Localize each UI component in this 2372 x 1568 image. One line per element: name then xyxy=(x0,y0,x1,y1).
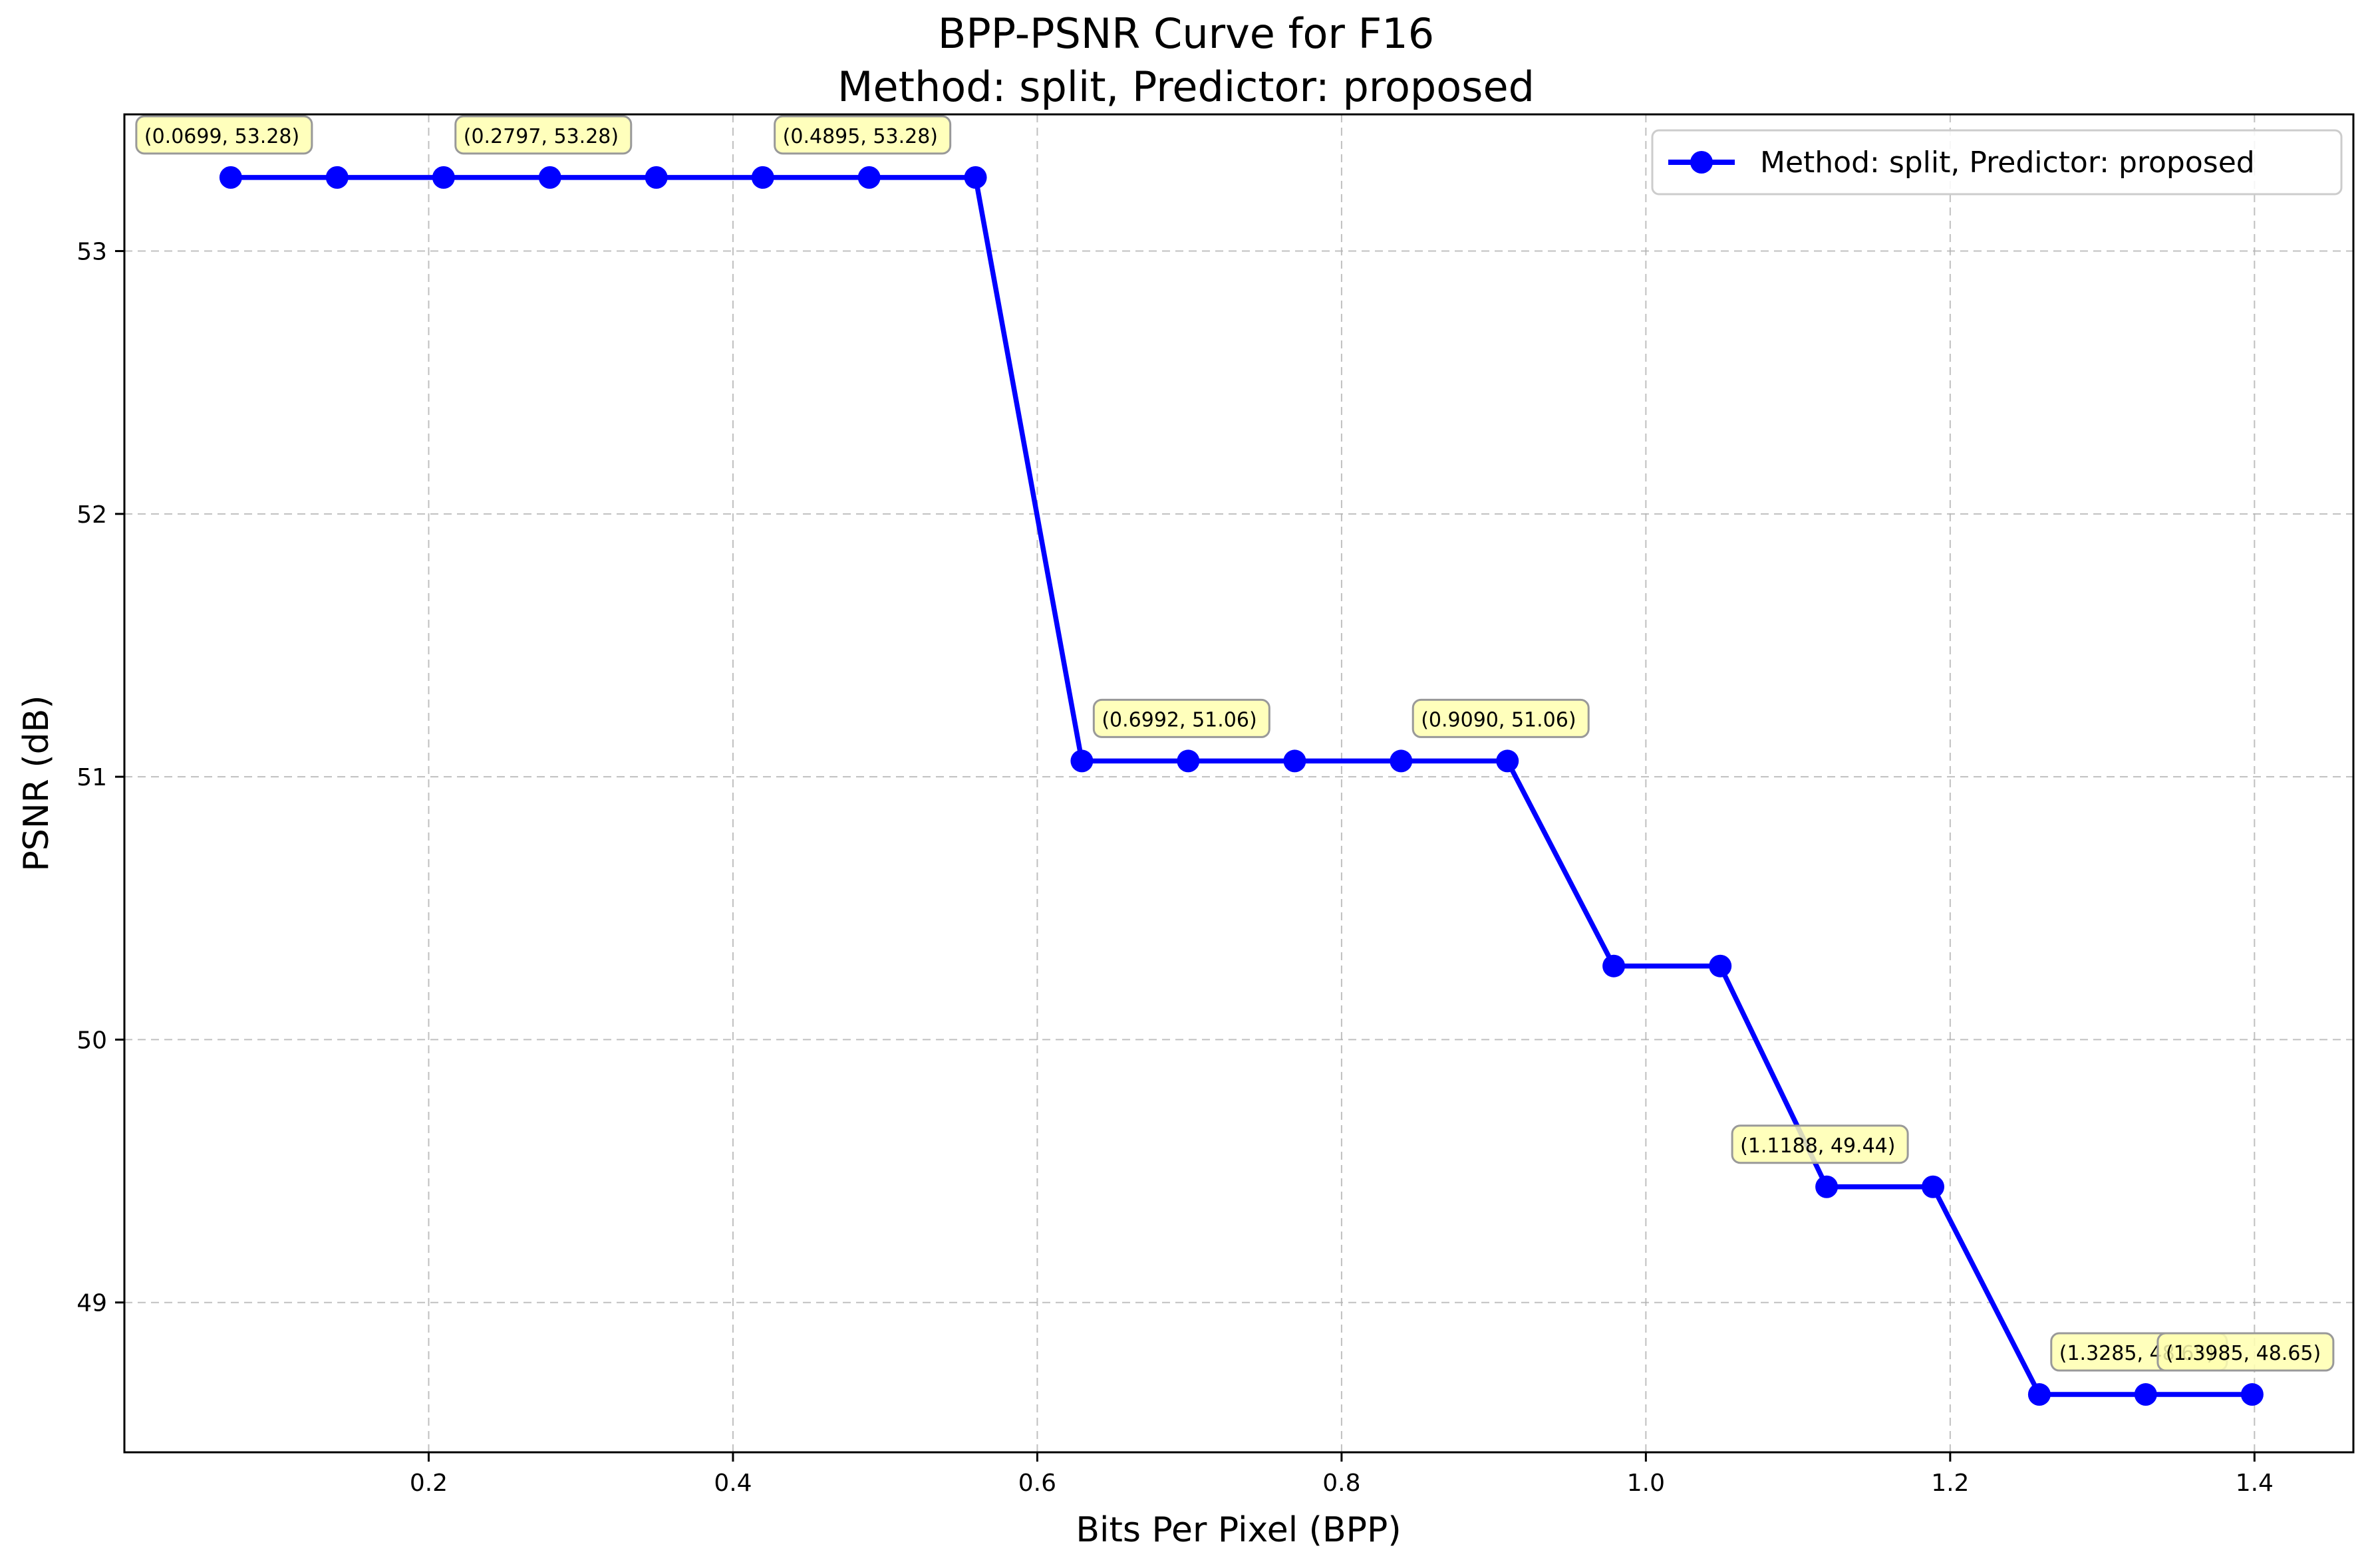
plot-area-frame xyxy=(123,113,2355,1454)
x-tick-label: 1.4 xyxy=(2236,1470,2274,1497)
data-point-marker xyxy=(1496,749,1519,773)
data-point-marker xyxy=(1602,954,1626,978)
data-point-marker xyxy=(1709,954,1732,978)
chart-subtitle: Method: split, Predictor: proposed xyxy=(837,63,1535,111)
data-point-marker xyxy=(645,166,668,189)
annotation-box xyxy=(2156,1332,2335,1372)
data-point-marker xyxy=(751,166,774,189)
annotation-box xyxy=(1092,698,1270,738)
annotation-label: (0.4895, 53.28) xyxy=(783,125,938,148)
data-point-marker xyxy=(1921,1175,1944,1198)
chart-title: BPP-PSNR Curve for F16 xyxy=(938,9,1434,58)
y-axis-ticks: 49 50 51 52 53 xyxy=(76,239,124,1317)
data-point-marker xyxy=(1390,749,1413,773)
data-point-marker xyxy=(1815,1175,1839,1198)
x-axis-label: Bits Per Pixel (BPP) xyxy=(1076,1510,1401,1550)
x-tick-label: 0.4 xyxy=(714,1470,752,1497)
data-point-marker xyxy=(857,166,881,189)
annotation-box xyxy=(774,115,952,155)
y-axis-label: PSNR (dB) xyxy=(17,695,57,871)
x-axis-ticks: 0.2 0.4 0.6 0.8 1.0 1.2 1.4 xyxy=(410,1452,2274,1497)
annotation-label: (0.0699, 53.28) xyxy=(144,125,299,148)
annotation-box xyxy=(1411,698,1590,738)
data-point-marker xyxy=(2134,1383,2157,1406)
data-point-marker xyxy=(2240,1383,2264,1406)
x-tick-label: 0.6 xyxy=(1018,1470,1056,1497)
y-tick-label: 50 xyxy=(76,1027,107,1054)
x-tick-label: 0.2 xyxy=(410,1470,448,1497)
x-tick-label: 0.8 xyxy=(1322,1470,1360,1497)
annotation-label: (1.3985, 48.65) xyxy=(2166,1342,2321,1365)
x-tick-label: 1.0 xyxy=(1627,1470,1665,1497)
x-tick-label: 1.2 xyxy=(1931,1470,1969,1497)
series-markers xyxy=(219,166,2264,1406)
annotation-box xyxy=(1731,1124,1909,1164)
legend-series-label: Method: split, Predictor: proposed xyxy=(1760,146,2255,180)
data-point-marker xyxy=(432,166,455,189)
point-annotations: (0.0699, 53.28) (0.2797, 53.28) (0.4895, 5… xyxy=(135,115,2335,1372)
data-point-marker xyxy=(1283,749,1306,773)
annotation-box xyxy=(135,115,313,155)
annotation-label: (0.9090, 51.06) xyxy=(1421,708,1576,731)
y-tick-label: 49 xyxy=(76,1290,107,1317)
data-point-marker xyxy=(538,166,561,189)
y-tick-label: 52 xyxy=(76,501,107,529)
annotation-box xyxy=(454,115,633,155)
annotation-label: (0.6992, 51.06) xyxy=(1102,708,1257,731)
data-point-marker xyxy=(219,166,242,189)
data-point-marker xyxy=(2027,1383,2051,1406)
data-point-marker xyxy=(325,166,349,189)
y-tick-label: 51 xyxy=(76,764,107,791)
data-point-marker xyxy=(964,166,987,189)
series-line xyxy=(228,175,2255,1397)
data-point-marker xyxy=(1070,749,1094,773)
y-tick-label: 53 xyxy=(76,239,107,266)
annotation-label: (1.1188, 49.44) xyxy=(1740,1134,1895,1158)
data-point-marker xyxy=(1177,749,1200,773)
legend: Method: split, Predictor: proposed xyxy=(1651,129,2343,196)
legend-marker-swatch xyxy=(1690,151,1713,174)
legend-box xyxy=(1651,129,2343,196)
series-line-layer xyxy=(228,175,2255,1397)
annotation-label: (0.2797, 53.28) xyxy=(464,125,619,148)
grid-lines xyxy=(124,114,2353,1452)
